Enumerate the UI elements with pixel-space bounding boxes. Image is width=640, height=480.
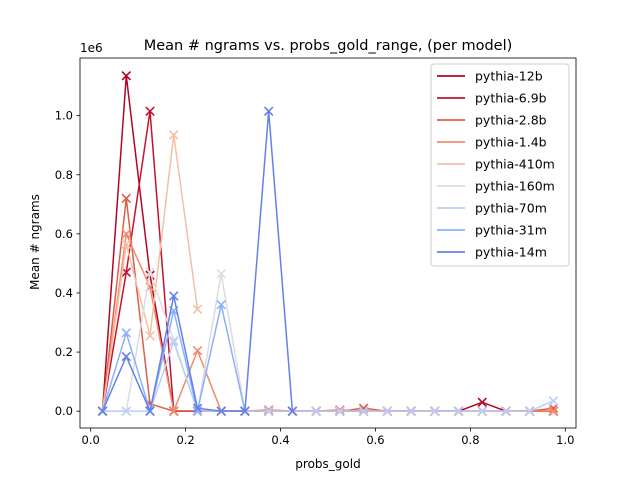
data-point-marker	[168, 335, 179, 346]
data-point-marker	[358, 406, 369, 416]
y-axis-label: Mean # ngrams	[28, 194, 42, 290]
data-point-marker	[192, 345, 203, 356]
data-point-marker	[335, 404, 345, 415]
series-line	[102, 340, 554, 412]
data-point-marker	[145, 106, 155, 116]
data-point-marker	[548, 406, 559, 416]
x-tick-label: 1.0	[556, 433, 574, 447]
data-point-marker	[477, 406, 488, 416]
data-point-marker	[121, 239, 132, 249]
data-point-marker	[453, 406, 464, 416]
data-point-marker	[145, 267, 155, 278]
y-tick-label: 1.0	[55, 109, 73, 123]
data-point-marker	[145, 331, 155, 341]
legend-entry-label: pythia-2.8b	[475, 113, 547, 128]
data-point-marker	[263, 406, 274, 416]
legend-entry-label: pythia-31m	[475, 223, 547, 238]
data-point-marker	[121, 351, 132, 362]
legend-entry-label: pythia-160m	[475, 179, 555, 194]
data-point-marker	[240, 406, 250, 416]
x-tick-label: 0.4	[271, 433, 289, 447]
data-point-marker	[168, 406, 179, 416]
data-point-marker	[121, 70, 132, 81]
y-tick-label: 0.0	[55, 404, 73, 418]
data-point-marker	[263, 106, 274, 116]
data-point-marker	[335, 406, 345, 416]
legend-entry-label: pythia-410m	[475, 157, 555, 172]
x-tick-label: 0.6	[366, 433, 384, 447]
data-point-marker	[121, 328, 132, 338]
data-point-marker	[216, 268, 226, 279]
plot-area: 0.0 0.2 0.4 0.6 0.8 1.0 0.0 0.2 0.4 0.6 0.8 1.0	[55, 57, 577, 447]
data-point-marker	[168, 130, 179, 140]
legend-entry-label: pythia-14m	[475, 245, 547, 260]
data-point-marker	[548, 396, 559, 406]
data-point-marker	[97, 406, 108, 416]
data-point-marker	[406, 406, 416, 416]
data-point-marker	[121, 267, 132, 278]
data-point-marker	[501, 406, 511, 416]
legend-entry-label: pythia-1.4b	[475, 135, 547, 150]
legend-entry-label: pythia-6.9b	[475, 91, 547, 106]
legend-entry-label: pythia-70m	[475, 201, 547, 216]
legend-entry-label: pythia-12b	[475, 69, 543, 84]
legend-box	[430, 63, 570, 267]
data-point-marker	[145, 406, 155, 416]
data-point-marker	[524, 406, 535, 416]
data-point-marker	[311, 406, 321, 416]
x-tick-label: 0.2	[176, 433, 194, 447]
data-point-marker	[216, 406, 226, 416]
y-tick-label: 0.8	[55, 168, 73, 182]
y-tick-label: 0.4	[55, 286, 73, 300]
data-point-marker	[168, 336, 179, 347]
y-tick-label: 0.6	[55, 227, 73, 241]
x-tick-label: 0.0	[82, 433, 100, 447]
chart-title: Mean # ngrams vs. probs_gold_range, (per…	[144, 38, 513, 54]
data-point-marker	[382, 406, 393, 416]
x-axis-label: probs_gold	[295, 457, 360, 471]
data-point-marker	[263, 404, 274, 415]
data-point-marker	[168, 291, 179, 301]
series-pythia-70m	[97, 336, 559, 416]
data-point-marker	[192, 403, 203, 413]
data-point-marker	[477, 397, 488, 408]
axes-frame	[79, 57, 577, 429]
series-pythia-14m	[97, 106, 298, 416]
data-point-marker	[121, 229, 132, 239]
data-point-marker	[121, 406, 132, 416]
data-point-marker	[430, 406, 440, 416]
y-axis-offset-text: 1e6	[80, 41, 103, 55]
y-tick-label: 0.2	[55, 345, 73, 359]
data-point-marker	[192, 304, 203, 314]
data-point-marker	[216, 300, 226, 310]
x-tick-label: 0.8	[461, 433, 479, 447]
legend: pythia-12b pythia-6.9b pythia-2.8b pythia-1…	[430, 63, 570, 267]
data-point-marker	[287, 406, 298, 416]
data-point-marker	[121, 193, 132, 204]
